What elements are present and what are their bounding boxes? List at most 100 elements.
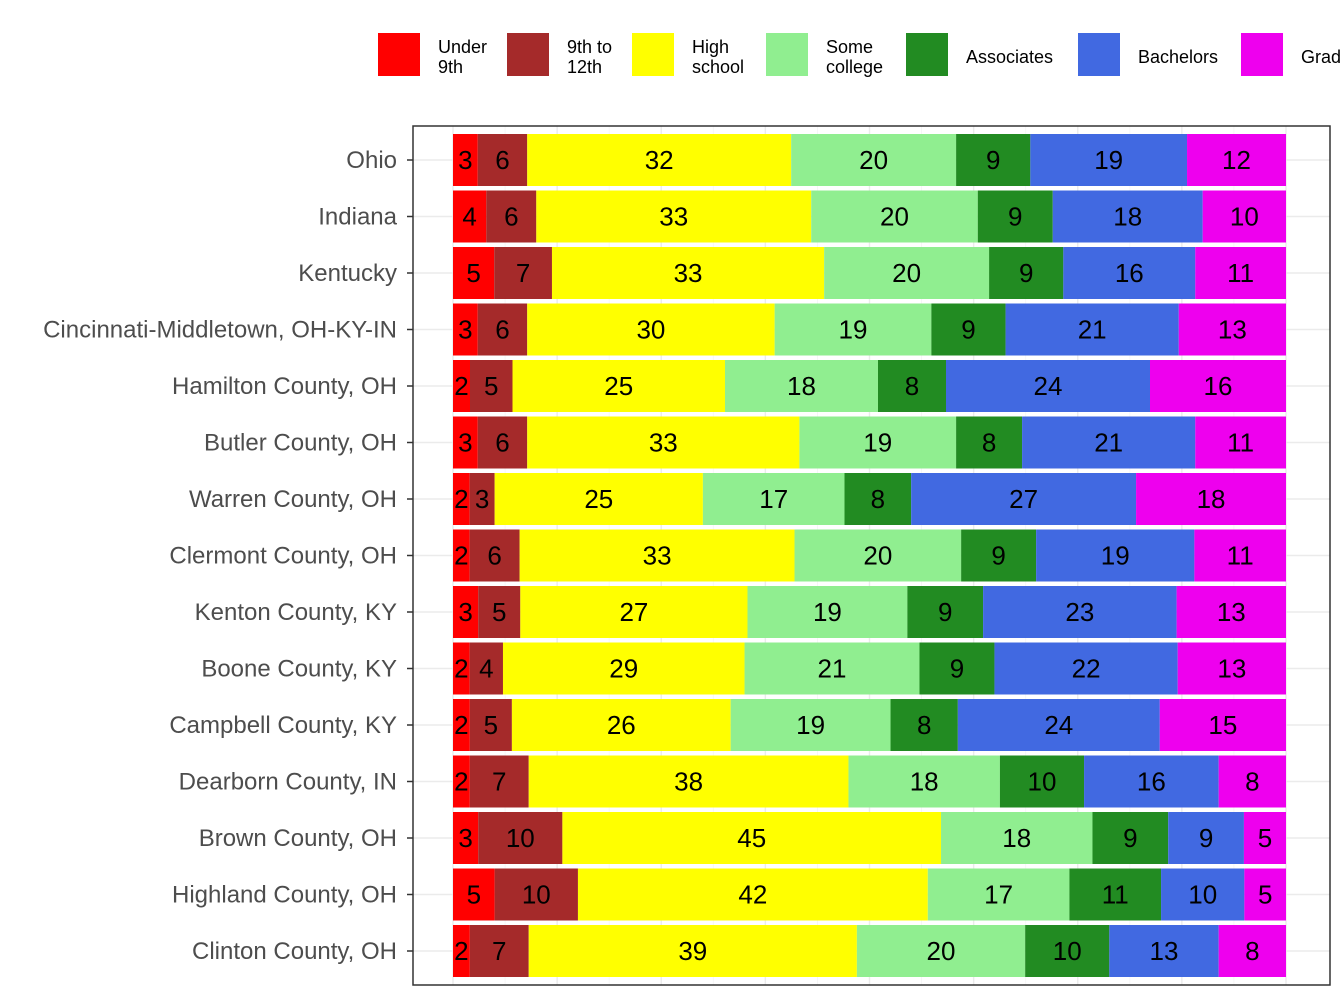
bar-value-label: 12 — [1222, 145, 1251, 175]
bar-value-label: 6 — [504, 202, 518, 232]
bar-segment-associates — [989, 247, 1064, 299]
bar-segment-under-9th — [453, 868, 495, 921]
bar-row-campbell-county-ky: 2 5 26 19 8 24 15 — [453, 699, 1286, 751]
bar-segment-some-college — [848, 755, 1000, 808]
bar-value-label: 9 — [1019, 258, 1033, 288]
bar-segment-associates — [919, 642, 995, 695]
bar-value-label: 33 — [674, 258, 703, 288]
bar-value-label: 33 — [643, 541, 672, 571]
bar-value-label: 29 — [609, 654, 638, 684]
legend-key — [1078, 33, 1120, 76]
y-axis: Ohio Indiana Kentucky Cincinnati-Middletown… — [43, 147, 413, 965]
bar-value-label: 6 — [495, 145, 509, 175]
bar-value-label: 23 — [1065, 597, 1094, 627]
bar-value-label: 4 — [479, 654, 493, 684]
bar-value-label: 32 — [645, 145, 674, 175]
bar-segment-grad — [1178, 303, 1286, 356]
bar-segment-high-school — [520, 586, 748, 638]
bar-value-label: 15 — [1208, 710, 1237, 740]
bar-segment-9th-to-12th — [478, 586, 521, 638]
bar-value-label: 38 — [674, 767, 703, 797]
bar-segment-9th-to-12th — [477, 416, 528, 469]
bar-segment-high-school — [494, 473, 703, 525]
legend-label: Grad — [1301, 47, 1341, 67]
bar-row-cincinnati-middletown-oh-ky-in: 3 6 30 19 9 21 13 — [453, 303, 1286, 356]
legend-item-bachelors: Bachelors — [1078, 33, 1218, 76]
bar-segment-grad — [1243, 812, 1286, 864]
bar-value-label: 20 — [892, 258, 921, 288]
bar-segment-associates — [844, 473, 912, 525]
legend-key — [906, 33, 948, 76]
bar-segment-some-college — [747, 586, 908, 638]
category-label: Boone County, KY — [201, 656, 397, 683]
bar-segment-9th-to-12th — [477, 303, 528, 356]
bar-value-label: 5 — [484, 371, 498, 401]
bar-segment-grad — [1187, 134, 1286, 186]
bar-value-label: 11 — [1102, 880, 1129, 910]
bar-segment-under-9th — [453, 303, 478, 356]
legend-key — [766, 33, 808, 76]
bar-value-label: 22 — [1072, 654, 1101, 684]
bar-value-label: 9 — [938, 597, 952, 627]
bar-segment-grad — [1218, 925, 1286, 977]
bar-segment-associates — [878, 360, 946, 412]
bar-segment-9th-to-12th — [469, 473, 495, 525]
bar-value-label: 20 — [863, 541, 892, 571]
bar-segment-associates — [1069, 868, 1162, 921]
bar-value-label: 11 — [1227, 258, 1254, 288]
category-label: Kenton County, KY — [195, 599, 397, 626]
bar-row-warren-county-oh: 2 3 25 17 8 27 18 — [453, 473, 1286, 525]
bar-row-kentucky: 5 7 33 20 9 16 11 — [453, 247, 1286, 299]
legend-label: 9th to — [567, 37, 612, 57]
bar-segment-bachelors — [911, 473, 1137, 525]
bar-row-ohio: 3 6 32 20 9 19 12 — [453, 134, 1286, 186]
bar-value-label: 19 — [839, 315, 868, 345]
bar-value-label: 39 — [678, 936, 707, 966]
bar-segment-9th-to-12th — [494, 247, 552, 299]
bar-segment-grad — [1218, 755, 1286, 808]
bar-value-label: 7 — [492, 767, 506, 797]
bar-segment-associates — [931, 303, 1006, 356]
bar-segment-high-school — [527, 134, 792, 186]
bar-value-label: 8 — [917, 710, 931, 740]
category-label: Kentucky — [298, 260, 397, 287]
bar-segment-some-college — [730, 699, 891, 751]
bars: 3 6 32 20 9 19 124 6 33 20 9 18 105 7 33 20 9 16 113 6 30 19 9… — [453, 134, 1286, 977]
legend-label: school — [692, 57, 744, 77]
bar-segment-some-college — [799, 416, 957, 469]
bar-segment-high-school — [527, 416, 800, 469]
bar-segment-high-school — [562, 812, 942, 864]
bar-segment-grad — [1194, 529, 1286, 582]
category-label: Warren County, OH — [189, 486, 397, 513]
bar-value-label: 27 — [619, 597, 648, 627]
bar-value-label: 17 — [984, 880, 1013, 910]
bar-segment-grad — [1195, 247, 1286, 299]
bar-segment-under-9th — [453, 925, 470, 977]
bar-value-label: 19 — [1094, 145, 1123, 175]
bar-value-label: 8 — [871, 484, 885, 514]
bar-value-label: 45 — [737, 823, 766, 853]
bar-value-label: 9 — [991, 541, 1005, 571]
category-label: Cincinnati-Middletown, OH-KY-IN — [43, 317, 397, 344]
bar-segment-under-9th — [453, 755, 470, 808]
bar-value-label: 9 — [986, 145, 1000, 175]
bar-value-label: 24 — [1034, 371, 1063, 401]
legend-key — [378, 33, 420, 76]
bar-segment-bachelors — [1036, 529, 1195, 582]
bar-value-label: 13 — [1217, 654, 1246, 684]
bar-segment-high-school — [519, 529, 795, 582]
bar-segment-grad — [1177, 642, 1286, 695]
bar-segment-under-9th — [453, 416, 478, 469]
bar-value-label: 13 — [1150, 936, 1179, 966]
bar-row-kenton-county-ky: 3 5 27 19 9 23 13 — [453, 586, 1286, 638]
bar-value-label: 24 — [1044, 710, 1073, 740]
category-label: Butler County, OH — [204, 430, 397, 457]
bar-segment-grad — [1136, 473, 1286, 525]
bar-value-label: 25 — [604, 371, 633, 401]
bar-segment-grad — [1176, 586, 1286, 638]
category-label: Campbell County, KY — [169, 712, 397, 739]
